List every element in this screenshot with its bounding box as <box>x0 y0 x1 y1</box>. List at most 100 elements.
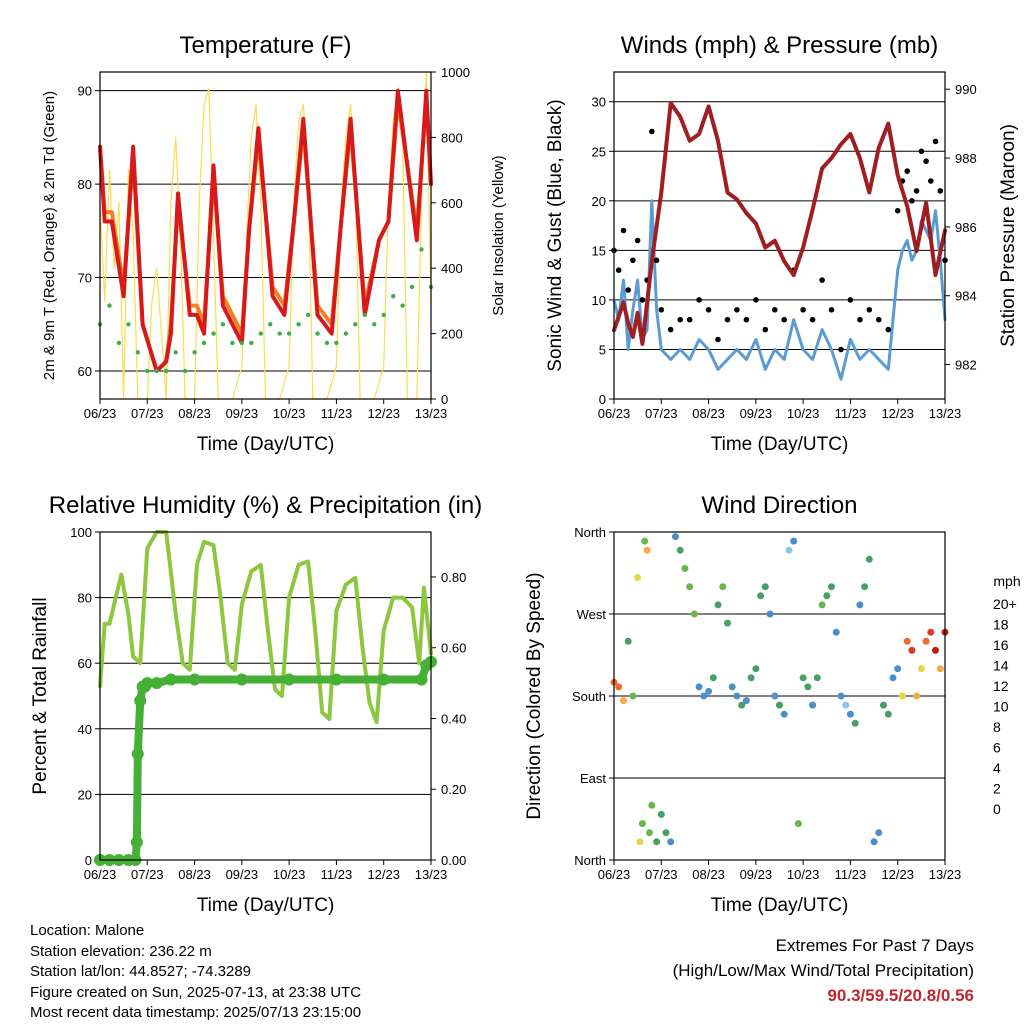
dewpoint-point <box>391 294 396 299</box>
wind-direction-point <box>624 637 632 645</box>
wind-direction-point <box>776 701 783 709</box>
dewpoint-point <box>409 284 415 290</box>
humidity-ytick-label: 100 <box>70 525 92 540</box>
temperature-ytick-label: 70 <box>78 271 92 286</box>
colorbar-label: 6 <box>993 739 1001 755</box>
dewpoint-point <box>372 322 377 327</box>
extremes-values: 90.3/59.5/20.8/0.56 <box>827 986 974 1005</box>
wind-direction-point <box>908 646 916 654</box>
temperature-y2tick-label: 0 <box>441 392 448 407</box>
humidity-xtick-label: 10/23 <box>273 867 306 882</box>
wind-direction-point <box>913 692 921 700</box>
colorbar-label: 18 <box>993 617 1009 633</box>
location-text: Location: Malone <box>30 922 145 939</box>
wind-direction-point <box>932 646 939 654</box>
winds-y2tick-label: 986 <box>955 220 977 235</box>
gust-point <box>634 237 641 244</box>
relative-humidity-line <box>98 530 433 725</box>
dewpoint-point <box>258 331 263 336</box>
direction-xtick-label: 09/23 <box>740 867 773 882</box>
dewpoint-point <box>343 331 349 336</box>
wind-direction-point <box>681 564 689 572</box>
colorbar-label: 0 <box>993 801 1001 817</box>
winds-xtick-label: 08/23 <box>692 406 725 421</box>
winds-y2tick-label: 984 <box>955 289 977 304</box>
dewpoint-point <box>305 312 311 318</box>
direction-xtick-label: 08/23 <box>692 867 725 882</box>
winds-ytick-label: 20 <box>592 194 606 209</box>
colorbar-label: 10 <box>993 699 1009 715</box>
wind-direction-point <box>615 683 623 691</box>
direction-xtick-label: 13/23 <box>929 867 962 882</box>
dewpoint-point <box>107 303 112 308</box>
direction-ytick-label: North <box>574 525 606 540</box>
wind-direction-point <box>638 820 646 828</box>
direction-ylabel-left: Direction (Colored By Speed) <box>524 572 545 819</box>
dewpoint-point <box>230 340 235 346</box>
gust-point <box>772 307 778 313</box>
direction-xtick-label: 10/23 <box>787 867 820 882</box>
wind-direction-point <box>752 665 760 673</box>
gust-point <box>686 316 693 323</box>
temperature-y2tick-label: 200 <box>441 327 463 342</box>
wind-direction-point <box>705 687 713 695</box>
wind-direction-point <box>620 697 627 705</box>
gust-point <box>696 297 702 303</box>
dewpoint-point <box>362 312 367 318</box>
humidity-ytick-label: 0 <box>85 853 92 868</box>
humidity-y2tick-label: 0.60 <box>441 641 466 656</box>
winds-ylabel-left: Sonic Wind & Gust (Blue, Black) <box>545 99 566 371</box>
humidity-ytick-label: 80 <box>78 591 92 606</box>
precipitation-point <box>134 694 147 707</box>
latlon-text: Station lat/lon: 44.8527; -74.3289 <box>30 963 252 980</box>
temperature-title: Temperature (F) <box>179 32 351 59</box>
dewpoint-point <box>419 247 424 252</box>
wind-direction-point <box>719 583 727 591</box>
sonic-wind-line <box>612 199 947 381</box>
wind-direction-point <box>856 601 864 609</box>
direction-plot-border <box>613 531 946 861</box>
created-text: Figure created on Sun, 2025-07-13, at 23… <box>30 983 362 1001</box>
dewpoint-point <box>277 331 282 336</box>
elevation-text: Station elevation: 236.22 m <box>30 942 212 960</box>
gust-point <box>876 316 882 323</box>
dewpoint-point <box>353 322 358 327</box>
wind-direction-point <box>813 674 821 682</box>
direction-xtick-label: 11/23 <box>835 867 867 882</box>
dewpoint-point <box>381 312 386 318</box>
wind-direction-point <box>641 537 649 545</box>
wind-direction-point <box>676 546 684 554</box>
wind-direction-point <box>794 820 802 828</box>
gust-point <box>743 316 750 323</box>
direction-xtick-label: 06/23 <box>598 867 631 882</box>
gust-point <box>928 178 934 184</box>
wind-direction-point <box>861 583 869 591</box>
winds-ylabel-right: Station Pressure (Maroon) <box>998 124 1019 347</box>
gust-point <box>753 297 759 303</box>
gust-point <box>857 316 863 323</box>
winds-xtick-label: 07/23 <box>645 406 678 421</box>
gust-point <box>918 148 925 155</box>
humidity-xtick-label: 07/23 <box>131 867 164 882</box>
precipitation-point <box>130 836 143 849</box>
temperature-xtick-label: 06/23 <box>84 406 117 421</box>
humidity-plot-border <box>99 531 432 861</box>
extremes-box: Extremes For Past 7 Days (High/Low/Max W… <box>673 933 974 1008</box>
dewpoint-point <box>239 340 245 346</box>
gust-point <box>885 326 892 333</box>
precipitation-point <box>235 673 248 686</box>
dewpoint-point <box>324 340 330 346</box>
gust-point <box>913 188 920 194</box>
direction-ytick-label: South <box>572 689 606 704</box>
winds-y2tick-label: 990 <box>955 82 977 97</box>
wind-direction-point <box>790 537 798 545</box>
gust-point <box>894 207 901 214</box>
temperature-ylabel-right: Solar Insolation (Yellow) <box>490 155 507 315</box>
gust-point <box>715 336 721 343</box>
wind-direction-point <box>842 701 850 709</box>
gust-point <box>923 158 929 164</box>
humidity-xtick-label: 12/23 <box>367 867 400 882</box>
wind-direction-point <box>927 628 935 636</box>
wind-direction-point <box>686 583 694 591</box>
